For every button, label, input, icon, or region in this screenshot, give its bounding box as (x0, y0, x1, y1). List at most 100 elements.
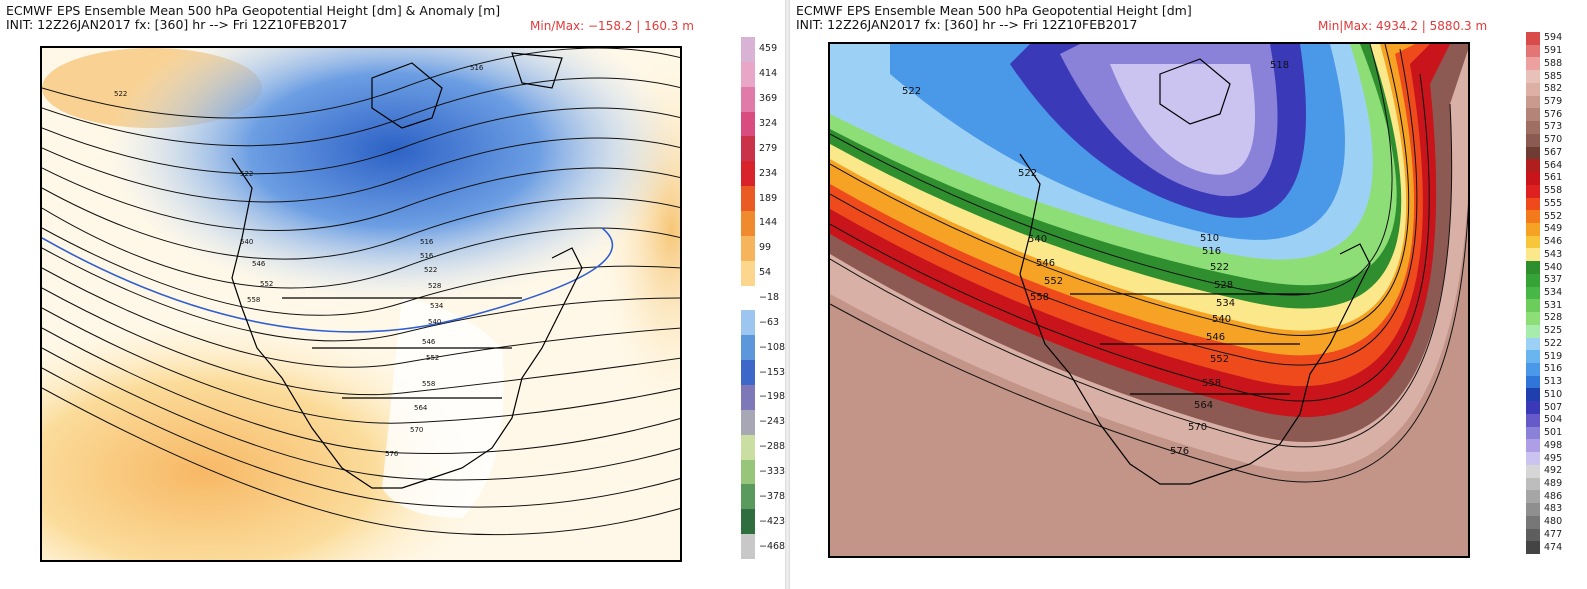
colorbar-tick-label: 582 (1544, 83, 1563, 95)
colorbar-swatch (1526, 261, 1540, 275)
colorbar-tick-label: −198 (759, 391, 786, 403)
colorbar-tick-label: 567 (1544, 146, 1563, 158)
colorbar-tick-label: 534 (1544, 287, 1563, 298)
colorbar-tick-label: 477 (1544, 528, 1563, 540)
colorbar-swatch (1526, 413, 1540, 428)
colorbar-swatch (1526, 70, 1540, 84)
colorbar-tick-label: −63 (759, 316, 780, 328)
colorbar-tick-label: 588 (1544, 57, 1563, 69)
svg-text:558: 558 (422, 380, 435, 388)
colorbar-swatch (741, 360, 755, 386)
svg-text:552: 552 (1044, 276, 1063, 287)
colorbar-tick-label: 516 (1544, 363, 1563, 375)
colorbar-swatch (1526, 299, 1540, 313)
panel-divider (785, 0, 790, 589)
svg-text:516: 516 (470, 64, 484, 72)
colorbar-swatch (1526, 248, 1540, 262)
svg-text:558: 558 (1202, 378, 1221, 389)
svg-text:522: 522 (1210, 262, 1229, 273)
colorbar-swatch (1526, 82, 1540, 97)
colorbar-swatch (741, 285, 755, 311)
colorbar-tick-label: 495 (1544, 452, 1563, 464)
svg-text:564: 564 (414, 404, 428, 412)
colorbar-swatch (1526, 273, 1540, 288)
colorbar-tick-label: 522 (1544, 337, 1563, 349)
svg-text:522: 522 (424, 266, 437, 274)
colorbar-tick-label: 555 (1544, 197, 1563, 209)
colorbar-swatch (1526, 108, 1540, 122)
colorbar-tick-label: 414 (759, 68, 778, 80)
colorbar-tick-label: 480 (1544, 516, 1563, 528)
colorbar-tick-label: 489 (1544, 477, 1563, 489)
svg-text:528: 528 (1214, 280, 1233, 291)
svg-text:540: 540 (240, 238, 253, 246)
colorbar-tick-label: −333 (759, 466, 786, 477)
colorbar-swatch (1526, 133, 1540, 148)
svg-text:552: 552 (260, 280, 273, 288)
colorbar-swatch (741, 61, 755, 88)
svg-text:552: 552 (426, 354, 439, 362)
colorbar-swatch (1526, 222, 1540, 237)
svg-text:546: 546 (252, 260, 266, 268)
colorbar-swatch (741, 310, 755, 336)
svg-text:516: 516 (420, 238, 434, 246)
colorbar-tick-label: 546 (1544, 236, 1563, 248)
anomaly-panel: ECMWF EPS Ensemble Mean 500 hPa Geopoten… (0, 0, 785, 589)
svg-text:522: 522 (240, 170, 253, 178)
height-title: ECMWF EPS Ensemble Mean 500 hPa Geopoten… (796, 4, 1192, 32)
svg-text:540: 540 (428, 318, 441, 326)
colorbar-tick-label: 525 (1544, 325, 1563, 337)
colorbar-tick-label: 528 (1544, 312, 1563, 324)
svg-text:522: 522 (114, 90, 127, 98)
colorbar-tick-label: 576 (1544, 108, 1563, 120)
colorbar-tick-label: 594 (1544, 32, 1563, 44)
colorbar-swatch (741, 534, 755, 560)
colorbar-tick-label: −18 (759, 292, 780, 303)
colorbar-swatch (1526, 172, 1540, 186)
anomaly-minmax: Min/Max: −158.2 | 160.3 m (530, 19, 694, 33)
colorbar-tick-label: 486 (1544, 490, 1563, 502)
colorbar-swatch (741, 211, 755, 237)
colorbar-tick-label: 474 (1544, 541, 1563, 553)
colorbar-tick-label: 189 (759, 192, 778, 204)
svg-text:534: 534 (430, 302, 444, 310)
colorbar-swatch (741, 409, 755, 436)
colorbar-tick-label: 543 (1544, 248, 1563, 260)
svg-text:552: 552 (1210, 354, 1229, 365)
colorbar-swatch (1526, 490, 1540, 504)
svg-text:540: 540 (1028, 234, 1047, 245)
colorbar-swatch (1526, 426, 1540, 440)
colorbar-tick-label: 591 (1544, 45, 1563, 57)
svg-text:522: 522 (1018, 168, 1037, 179)
svg-text:576: 576 (385, 450, 399, 458)
svg-text:516: 516 (1202, 246, 1221, 257)
colorbar-swatch (1526, 210, 1540, 224)
colorbar-tick-label: 54 (759, 267, 772, 279)
colorbar-swatch (741, 385, 755, 411)
svg-text:534: 534 (1216, 298, 1235, 309)
colorbar-tick-label: −288 (759, 441, 786, 453)
height-colorbar: 594 591 588 585 582 579 576 573 570 567 564 561 558 5… (1526, 32, 1562, 555)
colorbar-swatch (1526, 464, 1540, 479)
svg-text:564: 564 (1194, 400, 1213, 411)
height-map-graphic: 518 522 522 540 546 552 558 510 516 522 528 53… (830, 44, 1468, 556)
colorbar-swatch (1526, 57, 1540, 71)
colorbar-swatch (1526, 515, 1540, 530)
colorbar-swatch (741, 509, 755, 535)
colorbar-tick-label: 459 (759, 43, 778, 55)
colorbar-tick-label: 498 (1544, 439, 1563, 451)
colorbar-tick-label: 504 (1544, 414, 1563, 426)
colorbar-swatch (1526, 375, 1540, 389)
colorbar-tick-label: 585 (1544, 70, 1563, 82)
colorbar-tick-label: −108 (759, 341, 786, 353)
colorbar-swatch (1526, 350, 1540, 364)
colorbar-swatch (741, 434, 755, 461)
svg-text:558: 558 (247, 296, 260, 304)
colorbar-swatch (1526, 121, 1540, 135)
svg-text:546: 546 (1206, 332, 1225, 343)
colorbar-tick-label: −378 (759, 490, 786, 502)
colorbar-swatch (1526, 184, 1540, 198)
title-line-1: ECMWF EPS Ensemble Mean 500 hPa Geopoten… (6, 3, 501, 18)
colorbar-tick-label: −243 (759, 416, 786, 428)
colorbar-swatch (1526, 324, 1540, 339)
